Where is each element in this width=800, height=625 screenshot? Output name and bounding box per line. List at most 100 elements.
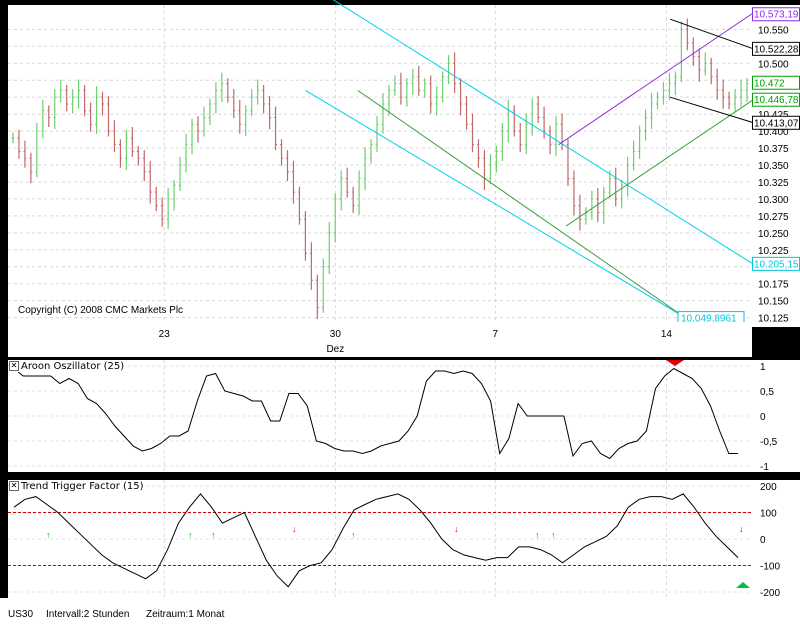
price-bar (715, 68, 719, 100)
ttf-svg: ↑ ↑ ↑ ↑ ↑ ↑ ↓ ↓ ↓ (8, 480, 752, 598)
price-bar (524, 113, 528, 155)
price-tick-label: 10.125 (758, 314, 789, 325)
price-bar (500, 122, 504, 161)
arrow-up-icon: ↑ (211, 530, 216, 540)
price-bar (274, 106, 278, 151)
price-bar (614, 167, 618, 207)
price-bar (656, 91, 659, 110)
month-label: Dez (326, 344, 344, 355)
price-bar (59, 79, 63, 103)
sell-signal-icon (666, 360, 684, 366)
price-bar (667, 72, 671, 100)
price-bar (471, 113, 474, 153)
price-bar (321, 258, 325, 313)
trendline-cyan-lower (305, 89, 686, 319)
aroon-pane[interactable]: ✕ Aroon Oszillator (25) (8, 360, 752, 472)
indicator-line (13, 367, 738, 460)
price-bar (184, 133, 188, 173)
trendline-black-lower (670, 96, 753, 123)
price-bar (357, 170, 361, 216)
price-bar (41, 99, 45, 139)
copyright-label: Copyright (C) 2008 CMC Markets Plc (18, 305, 184, 316)
price-bar (83, 84, 87, 117)
price-tick-label: 10.225 (758, 246, 789, 257)
indicator-tick-label: -100 (760, 562, 780, 573)
price-badge: 10.446,78 (752, 92, 800, 107)
price-badge-label: 10.413,07 (754, 118, 799, 129)
price-bar (548, 125, 552, 155)
price-bar (268, 95, 272, 130)
arrow-down-icon: ↓ (739, 524, 744, 534)
price-bar (476, 139, 480, 168)
price-bar (620, 179, 624, 209)
price-bar (602, 186, 606, 225)
price-badge: 10.205,15 (752, 256, 800, 271)
price-bar (345, 167, 349, 198)
price-bar (130, 127, 134, 157)
buy-signal-icon (736, 582, 750, 588)
price-chart-svg: 10.049,8961 (8, 0, 753, 326)
price-bar (118, 139, 122, 168)
price-bar (17, 129, 21, 159)
price-bar (172, 179, 176, 211)
ttf-title-label: Trend Trigger Factor (15) (21, 481, 144, 492)
ttf-title: ✕ Trend Trigger Factor (15) (9, 481, 146, 492)
aroon-svg (8, 360, 752, 472)
price-bar (190, 118, 194, 155)
price-bar (256, 79, 260, 105)
price-bar (23, 140, 27, 168)
price-badge: 10.522,28 (752, 41, 800, 56)
price-bar (65, 84, 69, 112)
price-bar (11, 132, 15, 144)
price-badge-label: 10.472 (754, 78, 785, 89)
price-badge-label: 10.205,15 (754, 259, 799, 270)
price-badge-label: 10.573,19 (754, 10, 799, 21)
price-bar (196, 116, 200, 143)
price-tick-label: 10.550 (758, 25, 789, 36)
price-badge-label: 10.522,28 (754, 44, 799, 55)
price-bar (53, 89, 57, 130)
trendline-cyan-upper (332, 0, 753, 264)
ttf-pane[interactable]: ↑ ↑ ↑ ↑ ↑ ↑ ↓ ↓ ↓ ✕ Trend Trigger Factor (15) (8, 480, 752, 598)
close-icon[interactable]: ✕ (9, 361, 19, 371)
indicator-tick-label: -1 (760, 462, 769, 473)
price-bar (542, 106, 546, 139)
arrow-up-icon: ↑ (188, 530, 193, 540)
price-tick-label: 10.500 (758, 59, 789, 70)
price-tick-label: 10.400 (758, 127, 789, 138)
price-bar (220, 72, 224, 102)
price-bar (238, 99, 242, 134)
price-bar (482, 150, 486, 191)
price-bar (423, 78, 427, 98)
price-bar (309, 242, 313, 290)
date-tick-label: 23 (159, 329, 171, 340)
date-tick-label: 7 (493, 329, 499, 340)
price-bar (536, 95, 540, 123)
price-bar (363, 147, 367, 191)
price-bar (286, 150, 289, 182)
price-bar (351, 186, 355, 214)
arrow-down-icon: ↓ (292, 524, 297, 534)
indicator-tick-label: 0 (760, 535, 766, 546)
aroon-title-label: Aroon Oszillator (25) (21, 361, 125, 372)
arrow-up-icon: ↑ (46, 530, 51, 540)
close-icon[interactable]: ✕ (9, 481, 19, 491)
price-chart-pane[interactable]: 10.049,8961 Copyright (C) 2008 CMC Marke… (8, 0, 753, 326)
price-bar (160, 197, 164, 227)
price-bar (232, 89, 236, 119)
status-footer: US30 Intervall:2 Stunden Zeitraum:1 Mona… (0, 598, 800, 625)
arrow-up-icon: ↑ (535, 530, 540, 540)
price-bar (435, 86, 439, 116)
date-axis-svg: 23 30 7 14 Dez (159, 329, 673, 355)
price-badge-label: 10.446,78 (754, 95, 799, 106)
price-bar (89, 102, 93, 132)
price-bar (136, 146, 140, 166)
price-bar (166, 188, 170, 229)
price-bar (566, 139, 570, 187)
price-bar (405, 78, 409, 107)
arrow-up-icon: ↑ (351, 530, 356, 540)
price-bar (214, 82, 218, 114)
price-bar (727, 91, 731, 110)
symbol-label: US30 (8, 609, 34, 620)
price-bar (512, 105, 516, 137)
